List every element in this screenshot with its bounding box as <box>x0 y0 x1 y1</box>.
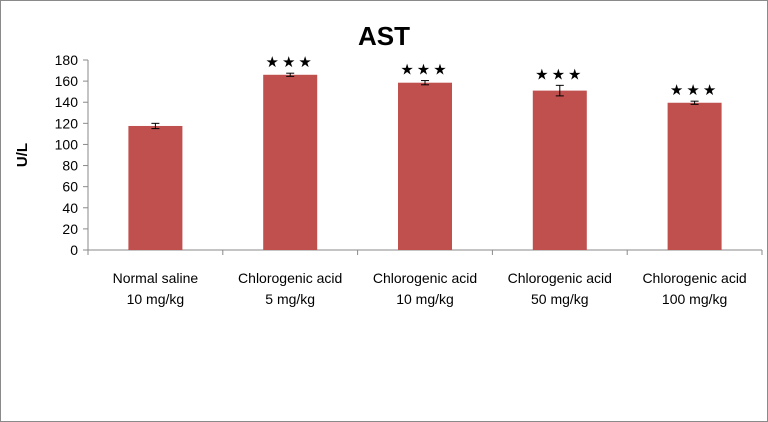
bar <box>263 74 318 251</box>
y-tick-label: 20 <box>62 221 78 237</box>
x-tick-label: 50 mg/kg <box>531 291 589 307</box>
significance-marker: ★★★ <box>670 81 719 99</box>
significance-marker: ★★★ <box>535 65 584 83</box>
bars: ★★★ ★★★ ★★★ ★★★ <box>128 53 722 251</box>
y-tick-label: 80 <box>62 158 78 174</box>
y-tick-label: 120 <box>55 115 79 131</box>
x-tick-label: 100 mg/kg <box>662 291 727 307</box>
x-tick-label: 5 mg/kg <box>265 291 315 307</box>
y-axis-label: U/L <box>14 143 31 167</box>
x-tick-label: Chlorogenic acid <box>373 270 477 286</box>
x-tick-label: 10 mg/kg <box>127 291 185 307</box>
bar <box>532 90 587 250</box>
y-tick-label: 0 <box>70 242 78 258</box>
x-tick-label: Chlorogenic acid <box>642 270 746 286</box>
significance-marker: ★★★ <box>400 61 449 79</box>
x-tick-label: Chlorogenic acid <box>508 270 612 286</box>
bar <box>398 82 452 250</box>
x-tick-label: 10 mg/kg <box>396 291 454 307</box>
bar <box>667 102 722 250</box>
significance-marker: ★★★ <box>266 53 315 71</box>
axes: 0 20 40 60 80 100 120 140 160 180 <box>55 52 763 258</box>
y-tick-label: 40 <box>62 200 78 216</box>
category-labels: Normal saline 10 mg/kg Chlorogenic acid 5 m… <box>113 270 747 307</box>
y-tick-label: 140 <box>55 94 79 110</box>
bar <box>128 125 183 250</box>
x-tick-label: Normal saline <box>113 270 199 286</box>
y-tick-label: 100 <box>55 136 79 152</box>
y-tick-label: 160 <box>55 73 79 89</box>
x-tick-label: Chlorogenic acid <box>238 270 342 286</box>
y-tick-label: 60 <box>62 179 78 195</box>
chart-title: AST <box>358 21 410 51</box>
y-tick-label: 180 <box>55 52 79 68</box>
